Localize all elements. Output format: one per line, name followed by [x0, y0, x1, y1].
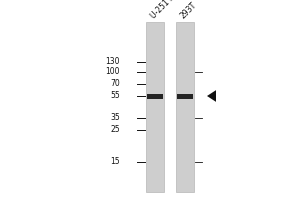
- Text: 55: 55: [110, 92, 120, 100]
- Text: U-251 MG: U-251 MG: [148, 0, 182, 20]
- Text: 70: 70: [110, 79, 120, 88]
- Text: 35: 35: [110, 114, 120, 122]
- Text: 25: 25: [110, 126, 120, 134]
- Polygon shape: [207, 90, 216, 102]
- Text: 293T: 293T: [178, 0, 199, 20]
- Bar: [176, 22, 194, 192]
- Bar: [147, 94, 163, 98]
- Bar: [177, 94, 193, 98]
- Text: 15: 15: [110, 158, 120, 166]
- Text: 100: 100: [106, 68, 120, 76]
- Text: 130: 130: [106, 58, 120, 66]
- Bar: [146, 22, 164, 192]
